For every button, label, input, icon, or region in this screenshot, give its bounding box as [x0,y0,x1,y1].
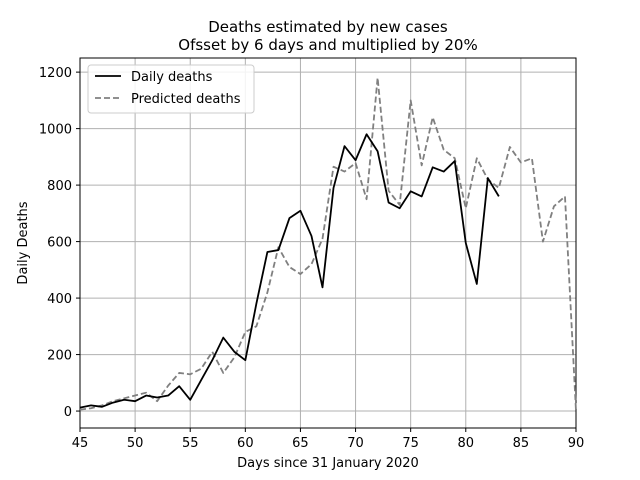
series-lines [79,76,577,412]
plot-area [79,57,577,429]
y-tick-label: 0 [64,405,72,420]
legend-label-predicted-deaths: Predicted deaths [131,92,241,107]
legend-box [87,64,255,114]
x-tick-label: 80 [458,436,475,451]
legend: Daily deaths Predicted deaths [87,64,255,114]
x-tick-label: 65 [292,436,309,451]
y-tick-label: 200 [47,349,72,364]
chart-title: Deaths estimated by new cases [208,18,448,36]
x-tick-label: 45 [72,436,89,451]
axis-ticks: 45 50 55 60 65 70 75 80 85 90 0 200 400 600 800 1000 120… [39,66,584,451]
x-axis-label: Days since 31 January 2020 [237,456,419,471]
y-tick-label: 600 [47,236,72,251]
y-axis-label: Daily Deaths [16,201,31,284]
series-line-daily-deaths [79,133,500,409]
x-tick-label: 90 [568,436,585,451]
y-tick-label: 1200 [39,66,72,81]
x-tick-label: 70 [347,436,364,451]
y-tick-label: 1000 [39,123,72,138]
chart-subtitle: Ofsset by 6 days and multiplied by 20% [178,36,477,54]
y-tick-label: 800 [47,179,72,194]
legend-label-daily-deaths: Daily deaths [131,70,213,85]
x-tick-label: 50 [127,436,144,451]
x-tick-label: 85 [513,436,530,451]
x-tick-label: 60 [237,436,254,451]
plot-frame [79,57,577,429]
x-tick-label: 75 [402,436,419,451]
y-tick-label: 400 [47,292,72,307]
x-tick-label: 55 [182,436,199,451]
series-line-predicted-deaths [79,76,577,412]
